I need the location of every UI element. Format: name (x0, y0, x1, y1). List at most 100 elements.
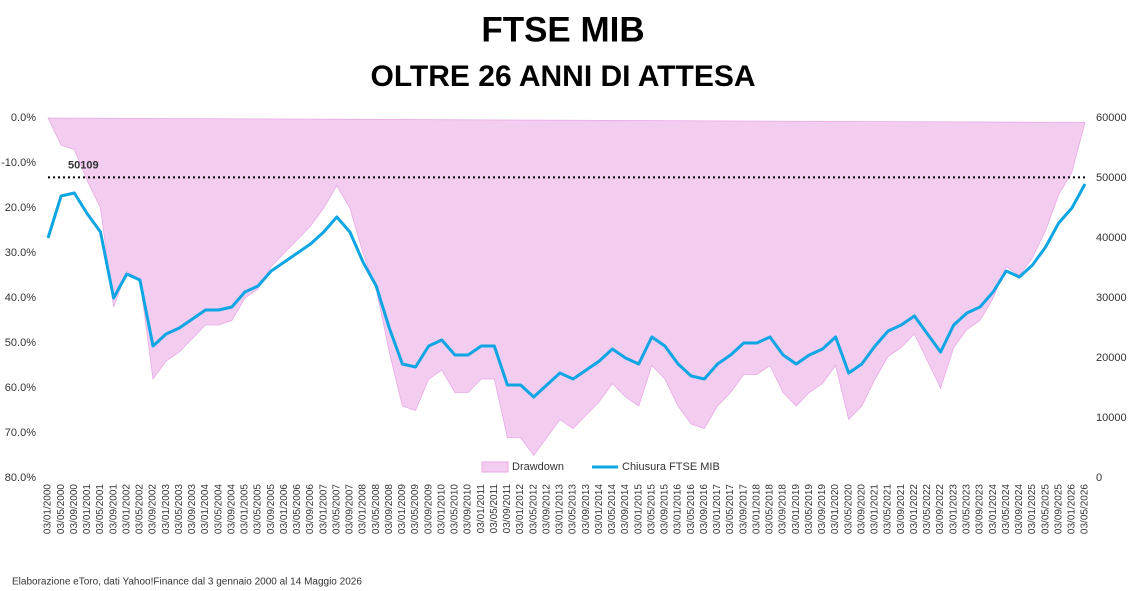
x-tick-label: 03/09/2018 (778, 484, 789, 534)
x-tick-label: 03/05/2018 (765, 484, 776, 534)
y2-tick-label: 60000 (1096, 112, 1127, 124)
y-tick-label: 70.0% (5, 427, 36, 439)
y-tick-label: 50.0% (5, 337, 36, 349)
x-tick-label: 03/05/2026 (1080, 484, 1091, 534)
x-tick-label: 03/05/2020 (843, 484, 854, 534)
x-tick-label: 03/05/2019 (804, 484, 815, 534)
x-tick-label: 03/09/2014 (620, 484, 631, 534)
y2-tick-label: 40000 (1096, 232, 1127, 244)
x-tick-label: 03/01/2016 (673, 484, 684, 534)
chart-subtitle: OLTRE 26 ANNI DI ATTESA (370, 60, 755, 93)
x-tick-label: 03/05/2007 (331, 484, 342, 534)
x-tick-label: 03/09/2004 (226, 484, 237, 534)
x-tick-label: 03/05/2005 (253, 484, 264, 534)
x-tick-label: 03/01/2014 (594, 484, 605, 534)
x-tick-label: 03/05/2022 (922, 484, 933, 534)
x-tick-label: 03/01/2025 (1027, 484, 1038, 534)
y2-tick-label: 30000 (1096, 292, 1127, 304)
x-tick-label: 03/09/2022 (935, 484, 946, 534)
y2-tick-label: 0 (1096, 472, 1102, 484)
y2-tick-label: 10000 (1096, 412, 1127, 424)
x-tick-label: 03/09/2012 (541, 484, 552, 534)
x-tick-label: 03/01/2011 (476, 484, 487, 534)
x-tick-label: 03/01/2023 (948, 484, 959, 534)
y-tick-label: -10.0% (1, 157, 36, 169)
x-tick-label: 03/09/2015 (660, 484, 671, 534)
x-tick-label: 03/01/2012 (515, 484, 526, 534)
x-tick-label: 03/05/2003 (174, 484, 185, 534)
x-tick-label: 03/05/2004 (213, 484, 224, 534)
y2-tick-label: 50000 (1096, 172, 1127, 184)
x-tick-label: 03/01/2021 (870, 484, 881, 534)
x-tick-label: 03/01/2022 (909, 484, 920, 534)
x-tick-label: 03/05/2017 (725, 484, 736, 534)
x-tick-label: 03/09/2019 (817, 484, 828, 534)
x-tick-label: 03/01/2009 (397, 484, 408, 534)
x-tick-label: 03/09/2007 (345, 484, 356, 534)
x-tick-label: 03/09/2017 (738, 484, 749, 534)
x-tick-label: 03/09/2006 (305, 484, 316, 534)
x-tick-label: 03/01/2015 (633, 484, 644, 534)
x-tick-label: 03/09/2013 (581, 484, 592, 534)
x-tick-label: 03/05/2016 (686, 484, 697, 534)
x-tick-label: 03/05/2002 (135, 484, 146, 534)
x-tick-label: 03/01/2018 (751, 484, 762, 534)
x-tick-label: 03/09/2001 (108, 484, 119, 534)
x-tick-label: 03/01/2007 (318, 484, 329, 534)
x-tick-label: 03/01/2001 (82, 484, 93, 534)
x-tick-label: 03/01/2004 (200, 484, 211, 534)
x-tick-label: 03/01/2020 (830, 484, 841, 534)
x-tick-label: 03/01/2017 (712, 484, 723, 534)
y-tick-label: 20.0% (5, 202, 36, 214)
x-tick-label: 03/05/2014 (607, 484, 618, 534)
x-tick-label: 03/09/2003 (187, 484, 198, 534)
x-tick-label: 03/05/2024 (1001, 484, 1012, 534)
x-tick-label: 03/05/2009 (410, 484, 421, 534)
x-tick-label: 03/09/2025 (1053, 484, 1064, 534)
x-tick-label: 03/01/2024 (988, 484, 999, 534)
x-tick-label: 03/01/2005 (240, 484, 251, 534)
x-tick-label: 03/05/2015 (646, 484, 657, 534)
source-note: Elaborazione eToro, dati Yahoo!Finance d… (12, 577, 362, 588)
close-line (46, 183, 1087, 399)
x-tick-label: 03/09/2008 (384, 484, 395, 534)
x-tick-label: 03/05/2008 (371, 484, 382, 534)
x-tick-label: 03/05/2012 (528, 484, 539, 534)
x-tick-label: 03/09/2021 (896, 484, 907, 534)
x-tick-label: 03/09/2009 (423, 484, 434, 534)
y-tick-label: 80.0% (5, 472, 36, 484)
y2-tick-label: 20000 (1096, 352, 1127, 364)
x-tick-label: 03/05/2013 (568, 484, 579, 534)
x-tick-label: 03/01/2002 (121, 484, 132, 534)
y-tick-label: 30.0% (5, 247, 36, 259)
x-tick-label: 03/09/2016 (699, 484, 710, 534)
x-tick-label: 03/09/2010 (463, 484, 474, 534)
legend-swatch (481, 461, 509, 473)
x-tick-label: 03/01/2000 (43, 484, 54, 534)
x-tick-label: 03/05/2006 (292, 484, 303, 534)
x-tick-label: 03/09/2011 (502, 484, 513, 534)
x-tick-label: 03/09/2005 (266, 484, 277, 534)
x-tick-label: 03/01/2019 (791, 484, 802, 534)
x-tick-label: 03/01/2006 (279, 484, 290, 534)
x-tick-label: 03/05/2010 (450, 484, 461, 534)
x-tick-label: 03/09/2000 (69, 484, 80, 534)
x-tick-label: 03/05/2023 (962, 484, 973, 534)
x-tick-label: 03/01/2008 (358, 484, 369, 534)
y-tick-label: 60.0% (5, 382, 36, 394)
x-tick-label: 03/05/2000 (56, 484, 67, 534)
x-tick-label: 03/09/2024 (1014, 484, 1025, 534)
y-tick-label: 40.0% (5, 292, 36, 304)
x-tick-label: 03/05/2021 (883, 484, 894, 534)
legend-label: Drawdown (512, 461, 564, 473)
x-tick-label: 03/09/2023 (975, 484, 986, 534)
x-tick-label: 03/05/2025 (1040, 484, 1051, 534)
x-tick-label: 03/05/2001 (95, 484, 106, 534)
x-tick-label: 03/01/2010 (436, 484, 447, 534)
x-tick-label: 03/01/2003 (161, 484, 172, 534)
legend-label: Chiusura FTSE MIB (622, 461, 720, 473)
x-tick-label: 03/01/2013 (555, 484, 566, 534)
x-tick-label: 03/09/2020 (856, 484, 867, 534)
y-tick-label: 0.0% (11, 112, 36, 124)
